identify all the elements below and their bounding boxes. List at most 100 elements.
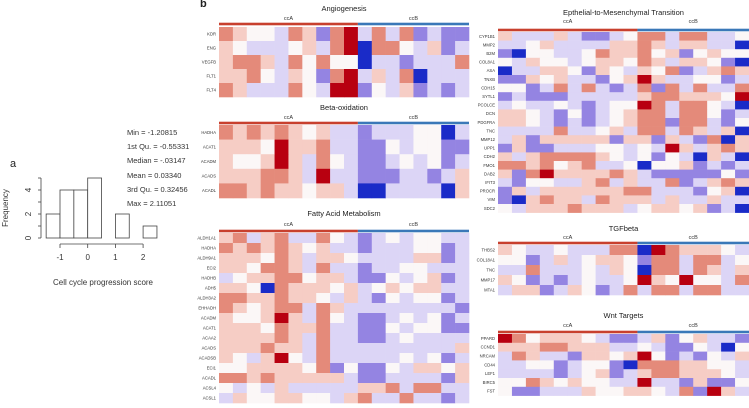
heatmap-cell — [371, 125, 386, 140]
heatmap-cell — [511, 32, 527, 41]
heatmap-cell — [595, 118, 610, 127]
heatmap-cell — [609, 126, 624, 136]
heatmap-cell — [330, 383, 345, 394]
heatmap-cell — [679, 186, 694, 196]
heatmap-cell — [651, 152, 666, 162]
heatmap-cell — [553, 186, 569, 196]
heatmap-cell — [721, 334, 736, 344]
heatmap-cell — [679, 75, 694, 84]
heatmap-cell — [511, 143, 527, 153]
heatmap-cell — [413, 168, 428, 184]
heatmap-cell — [511, 135, 527, 145]
heatmap-cell — [553, 386, 569, 396]
heatmap-cell — [511, 378, 527, 388]
heatmap-cell — [260, 154, 275, 170]
gene-label: CCND1 — [481, 345, 496, 350]
heatmap-cell — [735, 83, 749, 93]
y-axis-label: Frequency — [1, 189, 10, 227]
heatmap-cell — [246, 41, 261, 56]
heatmap-cell — [330, 283, 345, 294]
heatmap-cell — [665, 126, 680, 136]
heatmap-cell — [651, 195, 666, 205]
heatmap-cell — [511, 275, 527, 286]
heatmap-cell — [330, 243, 345, 254]
histogram-bar — [115, 213, 130, 239]
heatmap-cell — [623, 378, 638, 388]
heatmap-cell — [623, 334, 638, 344]
heatmap-cell — [707, 100, 722, 110]
group-label-ccB: ccB — [409, 16, 419, 22]
heatmap-cell — [721, 75, 736, 84]
heatmap-cell — [455, 183, 470, 199]
heatmap-cell — [721, 204, 736, 213]
heatmap-cell — [427, 363, 442, 374]
heatmap-cell — [651, 275, 666, 286]
group-label-ccA: ccA — [563, 19, 573, 25]
heatmap-cell — [399, 363, 414, 374]
group-label-ccB: ccB — [689, 323, 699, 329]
heatmap-cell — [330, 154, 345, 170]
heatmap-cell — [371, 283, 386, 294]
stat-q3: 3rd Qu. = 0.32456 — [127, 184, 188, 194]
heatmap-cell — [260, 323, 275, 334]
heatmap-cell — [539, 255, 555, 266]
heatmap-cell — [721, 143, 736, 153]
gene-label: ACADM — [201, 316, 217, 321]
heatmap-cell — [609, 378, 624, 388]
heatmap-cell — [232, 243, 248, 254]
y-tick-label: 0 — [24, 235, 33, 240]
heatmap-cell — [274, 353, 289, 364]
gene-label: B2M — [486, 51, 495, 56]
heatmap-cell — [609, 285, 624, 296]
heatmap-cell — [385, 393, 400, 404]
heatmap-cell — [553, 40, 569, 50]
heatmap-cell — [651, 265, 666, 276]
heatmap-cell — [316, 373, 331, 384]
heatmap-cell — [344, 27, 359, 42]
heatmap-cell — [623, 275, 638, 286]
heatmap-cell — [511, 245, 527, 256]
heatmap-title: Fatty Acid Metabolism — [307, 209, 380, 218]
heatmap-cell — [539, 92, 555, 102]
heatmap-cell — [665, 143, 680, 153]
heatmap-cell — [274, 343, 289, 354]
heatmap-cell — [498, 204, 513, 213]
heatmap-cell — [651, 245, 666, 256]
heatmap-cell — [357, 273, 373, 284]
heatmap-cell — [693, 255, 708, 266]
heatmap-cell — [539, 143, 555, 153]
heatmap-cell — [721, 152, 736, 162]
heatmap-cell — [511, 255, 527, 266]
heatmap-cell — [427, 183, 442, 199]
heatmap-cell — [609, 186, 624, 196]
gene-label: COL18A1 — [477, 258, 496, 263]
heatmap-cell — [330, 293, 345, 304]
heatmap-cell — [288, 373, 303, 384]
heatmap-cell — [385, 323, 400, 334]
heatmap-cell — [553, 118, 569, 127]
heatmap-cell — [525, 152, 541, 162]
heatmap-cell — [595, 32, 610, 41]
heatmap-cell — [441, 323, 456, 334]
heatmap-cell — [623, 386, 638, 396]
heatmap-cell — [581, 186, 596, 196]
gene-label: ACADS — [202, 346, 217, 351]
heatmap-cell — [567, 57, 582, 67]
heatmap-cell — [455, 139, 470, 155]
heatmap-cell — [357, 27, 373, 42]
heatmap-cell — [455, 253, 470, 264]
heatmap-cell — [511, 152, 527, 162]
heatmap-cell — [232, 383, 248, 394]
heatmap-cell — [357, 125, 373, 140]
heatmap-cell — [498, 369, 513, 379]
group-bar-ccA — [219, 229, 358, 233]
heatmap-cell — [609, 386, 624, 396]
heatmap-cell — [525, 195, 541, 205]
heatmap-cell — [302, 363, 317, 374]
heatmap-cell — [441, 168, 456, 184]
heatmap-cell — [553, 152, 569, 162]
heatmap-cell — [232, 83, 248, 98]
heatmap-cell — [539, 265, 555, 276]
heatmap-cell — [623, 369, 638, 379]
heatmap-cell — [219, 69, 234, 84]
